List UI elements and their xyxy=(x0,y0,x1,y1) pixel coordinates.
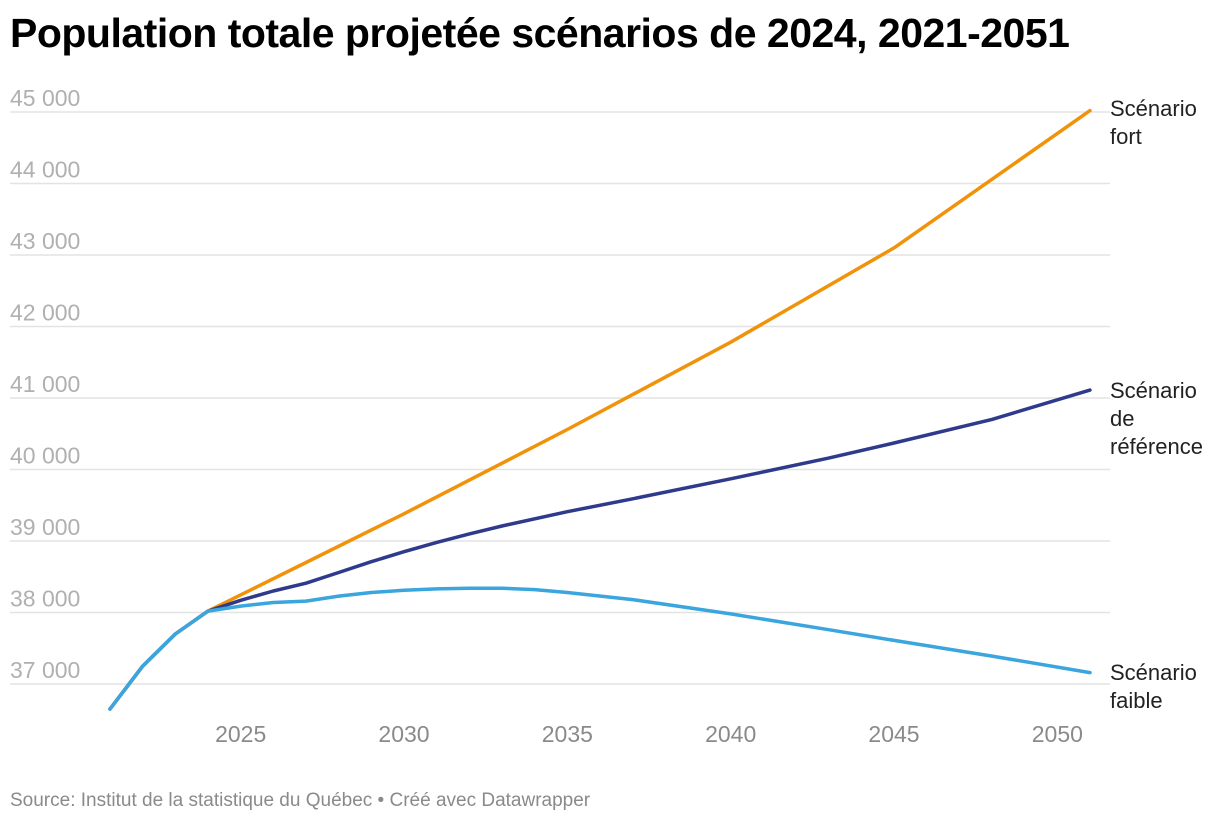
series-label-line: Scénario xyxy=(1110,660,1197,685)
series-lines xyxy=(108,108,1092,711)
y-tick-38000: 38 000 xyxy=(10,586,80,612)
series-line-sc-nario-fort xyxy=(108,108,1092,711)
series-label-line: Scénario xyxy=(1110,96,1197,121)
x-tick-2040: 2040 xyxy=(705,721,756,747)
series-label-sc-nario-faible: Scénario faible xyxy=(1110,660,1197,713)
series-label-line: de xyxy=(1110,406,1134,431)
y-tick-45000: 45 000 xyxy=(10,85,80,111)
x-tick-2035: 2035 xyxy=(542,721,593,747)
y-tick-41000: 41 000 xyxy=(10,371,80,397)
grid-lines xyxy=(10,111,1110,685)
series-label-line: faible xyxy=(1110,688,1163,713)
y-tick-44000: 44 000 xyxy=(10,157,80,183)
x-tick-2050: 2050 xyxy=(1032,721,1083,747)
series-line-sc-nario-de-r-f-rence xyxy=(108,388,1092,711)
x-tick-2030: 2030 xyxy=(378,721,429,747)
series-label-line: référence xyxy=(1110,434,1203,459)
series-label-line: Scénario xyxy=(1110,378,1197,403)
x-tick-2025: 2025 xyxy=(215,721,266,747)
y-tick-42000: 42 000 xyxy=(10,300,80,326)
x-tick-2045: 2045 xyxy=(868,721,919,747)
y-axis-ticks: 37 000 38 000 39 000 40 000 41 000 42 000 43 0… xyxy=(10,85,80,683)
y-tick-39000: 39 000 xyxy=(10,514,80,540)
chart-title: Population totale projetée scénarios de … xyxy=(10,10,1070,56)
y-tick-43000: 43 000 xyxy=(10,228,80,254)
y-tick-37000: 37 000 xyxy=(10,657,80,683)
y-tick-40000: 40 000 xyxy=(10,443,80,469)
series-label-sc-nario-de-r-f-rence: Scénario de référence xyxy=(1110,378,1203,459)
series-line-sc-nario-faible xyxy=(108,586,1092,711)
series-label-line: fort xyxy=(1110,124,1142,149)
series-labels: Scénario fort Scénario de référence Scénario f… xyxy=(1110,96,1203,713)
x-axis-ticks: 2025 2030 2035 2040 2045 2050 xyxy=(215,721,1083,747)
series-label-sc-nario-fort: Scénario fort xyxy=(1110,96,1197,149)
source-note: Source: Institut de la statistique du Qu… xyxy=(10,790,591,811)
